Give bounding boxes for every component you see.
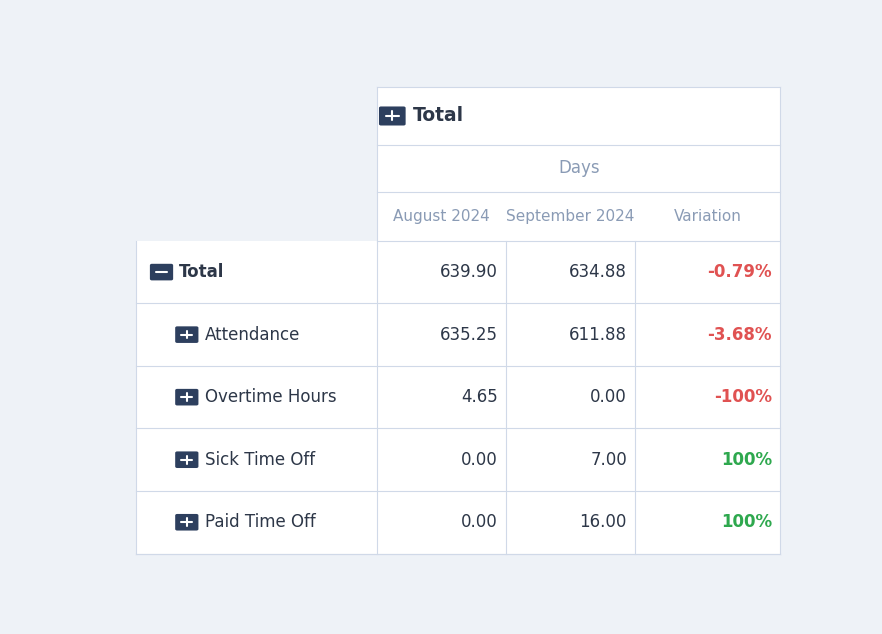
Text: 635.25: 635.25: [440, 326, 498, 344]
Bar: [136, 366, 781, 429]
Bar: [136, 491, 781, 553]
Text: September 2024: September 2024: [506, 209, 635, 224]
Bar: [377, 145, 781, 192]
Bar: [136, 241, 781, 303]
Text: Days: Days: [558, 160, 600, 178]
FancyBboxPatch shape: [176, 327, 198, 343]
Text: 4.65: 4.65: [461, 388, 498, 406]
Text: Paid Time Off: Paid Time Off: [205, 514, 316, 531]
Text: Overtime Hours: Overtime Hours: [205, 388, 336, 406]
Text: -3.68%: -3.68%: [707, 326, 772, 344]
Text: 0.00: 0.00: [461, 451, 498, 469]
FancyBboxPatch shape: [150, 264, 173, 280]
Text: Attendance: Attendance: [205, 326, 300, 344]
Text: -0.79%: -0.79%: [707, 263, 772, 281]
Text: 639.90: 639.90: [440, 263, 498, 281]
Text: Total: Total: [413, 107, 464, 126]
Text: 0.00: 0.00: [590, 388, 627, 406]
Text: 0.00: 0.00: [461, 514, 498, 531]
Text: 634.88: 634.88: [569, 263, 627, 281]
Text: 100%: 100%: [721, 451, 772, 469]
FancyBboxPatch shape: [379, 107, 406, 126]
Text: 100%: 100%: [721, 514, 772, 531]
FancyBboxPatch shape: [176, 389, 198, 406]
Bar: [136, 303, 781, 366]
FancyBboxPatch shape: [176, 451, 198, 468]
Bar: [377, 192, 781, 241]
FancyBboxPatch shape: [176, 514, 198, 531]
Text: Total: Total: [179, 263, 225, 281]
Text: August 2024: August 2024: [393, 209, 490, 224]
Text: -100%: -100%: [714, 388, 772, 406]
Bar: [136, 429, 781, 491]
Text: 16.00: 16.00: [579, 514, 627, 531]
Text: Sick Time Off: Sick Time Off: [205, 451, 315, 469]
Bar: [377, 87, 781, 145]
Text: 611.88: 611.88: [569, 326, 627, 344]
Text: Variation: Variation: [674, 209, 742, 224]
Text: 7.00: 7.00: [590, 451, 627, 469]
